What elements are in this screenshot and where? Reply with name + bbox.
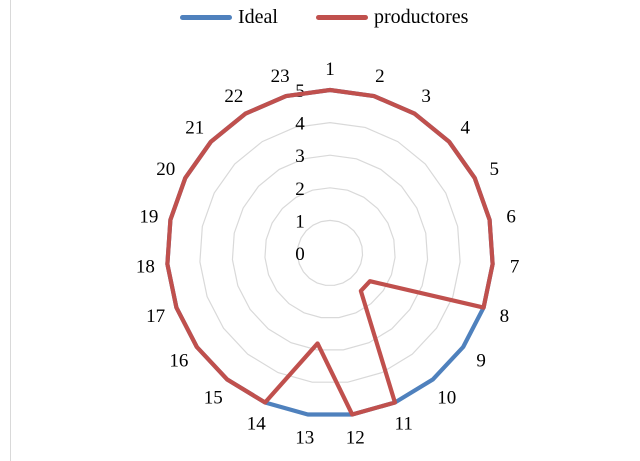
category-label: 13	[295, 427, 314, 448]
category-label: 2	[375, 66, 385, 87]
gridline-level-4	[199, 121, 461, 383]
radial-tick-label: 5	[295, 81, 305, 102]
category-label: 17	[146, 306, 165, 327]
series-line-productores	[165, 87, 495, 417]
legend-label-productores: productores	[374, 6, 469, 28]
radial-tick-label: 2	[295, 179, 305, 200]
left-border-line	[10, 0, 11, 461]
category-label: 20	[156, 159, 175, 180]
category-label: 21	[185, 118, 204, 139]
category-label: 10	[437, 388, 456, 409]
radial-tick-label: 3	[295, 146, 305, 167]
gridline-level-1	[296, 219, 364, 286]
category-label: 1	[325, 59, 335, 80]
category-label: 22	[224, 86, 243, 107]
legend-label-ideal: Ideal	[238, 6, 278, 28]
category-label: 16	[169, 351, 188, 372]
category-label: 9	[476, 351, 486, 372]
legend-swatch-productores	[316, 15, 368, 20]
gridline-level-2	[264, 187, 396, 319]
category-label: 6	[506, 206, 516, 227]
legend-item-productores: productores	[316, 6, 468, 29]
category-label: 7	[510, 257, 520, 278]
legend-swatch-ideal	[180, 15, 232, 20]
legend-item-ideal: Ideal	[180, 6, 278, 29]
category-label: 5	[490, 159, 500, 180]
category-label: 14	[247, 414, 267, 435]
category-label: 4	[460, 118, 470, 139]
category-label: 8	[500, 306, 510, 327]
radial-tick-label: 1	[295, 211, 305, 232]
category-label: 3	[421, 86, 431, 107]
category-label: 11	[395, 414, 413, 435]
gridline-level-3	[231, 154, 429, 351]
category-label: 19	[139, 206, 158, 227]
legend: Ideal productores	[0, 6, 640, 34]
radial-tick-label: 4	[295, 114, 305, 135]
category-label: 12	[346, 427, 365, 448]
category-label: 15	[204, 388, 223, 409]
category-label: 23	[271, 66, 290, 87]
radial-tick-label: 0	[295, 244, 305, 265]
category-label: 18	[136, 257, 155, 278]
